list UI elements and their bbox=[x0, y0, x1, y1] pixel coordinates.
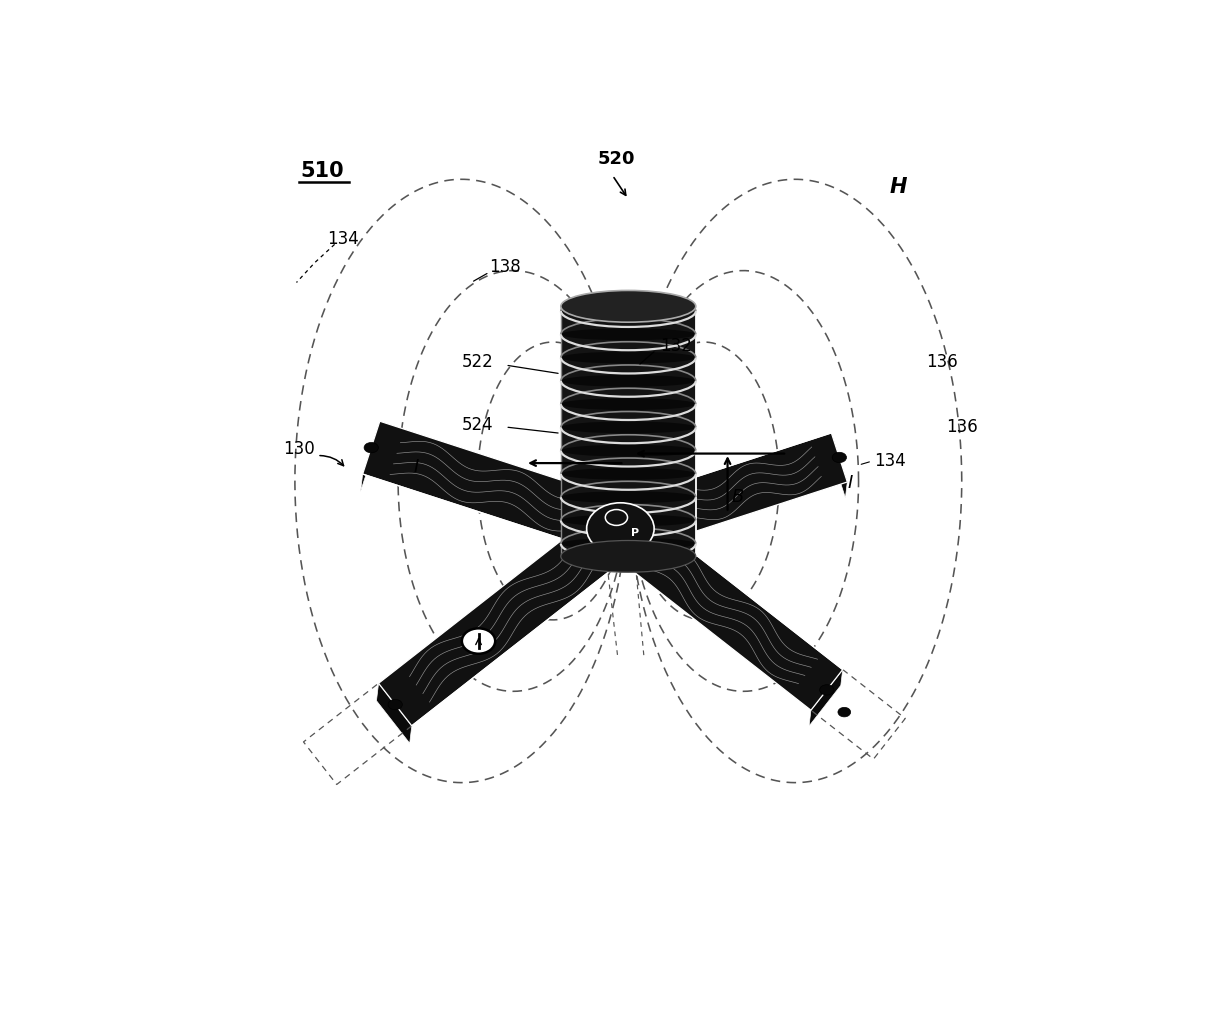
Ellipse shape bbox=[587, 503, 655, 555]
Text: 132: 132 bbox=[660, 337, 691, 355]
Ellipse shape bbox=[560, 468, 696, 479]
Ellipse shape bbox=[560, 291, 696, 322]
Text: 522: 522 bbox=[462, 353, 493, 371]
Text: 134: 134 bbox=[874, 453, 906, 470]
Ellipse shape bbox=[560, 305, 696, 317]
Text: 130: 130 bbox=[283, 440, 315, 458]
Ellipse shape bbox=[560, 329, 696, 340]
Text: 136: 136 bbox=[926, 353, 958, 371]
Text: I: I bbox=[848, 473, 853, 492]
Ellipse shape bbox=[560, 352, 696, 364]
Text: 520: 520 bbox=[597, 151, 635, 168]
Ellipse shape bbox=[560, 540, 696, 572]
Polygon shape bbox=[604, 508, 842, 710]
Polygon shape bbox=[613, 433, 847, 554]
Ellipse shape bbox=[820, 685, 834, 695]
Text: 510: 510 bbox=[300, 162, 345, 181]
Text: 524: 524 bbox=[462, 417, 493, 434]
Text: I: I bbox=[413, 458, 419, 475]
Text: 134: 134 bbox=[326, 230, 358, 247]
Ellipse shape bbox=[389, 699, 402, 709]
Polygon shape bbox=[363, 422, 629, 555]
Ellipse shape bbox=[560, 398, 696, 410]
Text: 136: 136 bbox=[946, 418, 977, 436]
Polygon shape bbox=[379, 507, 638, 726]
Text: 138: 138 bbox=[489, 258, 521, 275]
Polygon shape bbox=[830, 433, 847, 498]
Text: H: H bbox=[890, 177, 907, 197]
Ellipse shape bbox=[832, 453, 846, 463]
Ellipse shape bbox=[560, 422, 696, 433]
Polygon shape bbox=[360, 422, 380, 492]
Text: B: B bbox=[732, 488, 744, 506]
Polygon shape bbox=[560, 306, 696, 557]
Polygon shape bbox=[809, 669, 842, 726]
Ellipse shape bbox=[560, 538, 696, 550]
Ellipse shape bbox=[462, 628, 495, 654]
Ellipse shape bbox=[364, 442, 379, 453]
Polygon shape bbox=[376, 684, 412, 743]
Ellipse shape bbox=[837, 707, 851, 717]
Ellipse shape bbox=[560, 375, 696, 387]
Ellipse shape bbox=[560, 514, 696, 527]
Text: P: P bbox=[630, 528, 639, 538]
Ellipse shape bbox=[560, 444, 696, 457]
Ellipse shape bbox=[560, 491, 696, 503]
